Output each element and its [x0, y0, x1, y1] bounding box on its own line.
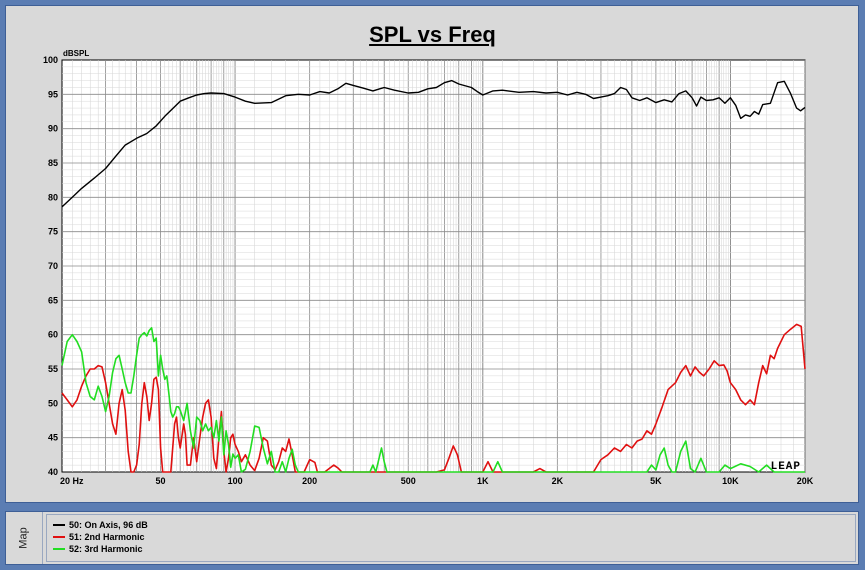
- x-tick-label: 1K: [477, 476, 489, 486]
- y-tick-label: 95: [48, 89, 58, 99]
- x-tick-label: 10K: [722, 476, 739, 486]
- legend-swatch: [53, 523, 65, 526]
- y-tick-label: 90: [48, 124, 58, 134]
- x-tick-label: 20K: [797, 476, 814, 486]
- x-tick-label: 200: [302, 476, 317, 486]
- x-tick-label: 500: [401, 476, 416, 486]
- leap-watermark: LEAP: [771, 461, 801, 473]
- y-tick-label: 60: [48, 330, 58, 340]
- x-tick-label: 50: [156, 476, 166, 486]
- y-axis-label: dBSPL: [63, 49, 89, 58]
- series-line: [61, 327, 805, 473]
- y-tick-label: 85: [48, 158, 58, 168]
- legend-item-on-axis[interactable]: 50: On Axis, 96 dB: [53, 519, 148, 530]
- y-tick-label: 80: [48, 192, 58, 202]
- y-tick-label: 50: [48, 398, 58, 408]
- y-tick-label: 100: [43, 55, 58, 65]
- chart-title: SPL vs Freq: [369, 22, 496, 47]
- map-tab-label: Map: [18, 527, 30, 549]
- legend-label: 51: 2nd Harmonic: [69, 531, 145, 542]
- y-tick-label: 70: [48, 261, 58, 271]
- legend-item-2nd-harmonic[interactable]: 51: 2nd Harmonic: [53, 531, 145, 542]
- legend: 50: On Axis, 96 dB 51: 2nd Harmonic 52: …: [46, 514, 856, 562]
- legend-label: 50: On Axis, 96 dB: [69, 519, 148, 530]
- y-tick-label: 55: [48, 364, 58, 374]
- legend-swatch: [53, 547, 65, 550]
- x-tick-label: 2K: [552, 476, 564, 486]
- spl-chart[interactable]: 40 45 50 55 60 65 70 75 80 85 90 95 100 dBSPL 20 Hz 50 1…: [0, 0, 865, 505]
- x-tick-label: 100: [228, 476, 243, 486]
- legend-item-3rd-harmonic[interactable]: 52: 3rd Harmonic: [53, 543, 143, 554]
- legend-panel: Map 50: On Axis, 96 dB 51: 2nd Harmonic …: [5, 511, 859, 565]
- y-tick-label: 65: [48, 295, 58, 305]
- y-tick-label: 45: [48, 433, 58, 443]
- x-tick-label: 20 Hz: [60, 476, 84, 486]
- y-tick-label: 75: [48, 227, 58, 237]
- map-tab[interactable]: Map: [6, 512, 43, 564]
- legend-swatch: [53, 535, 65, 538]
- y-tick-label: 40: [48, 467, 58, 477]
- legend-label: 52: 3rd Harmonic: [69, 543, 143, 554]
- series-line: [61, 79, 806, 208]
- x-tick-label: 5K: [650, 476, 662, 486]
